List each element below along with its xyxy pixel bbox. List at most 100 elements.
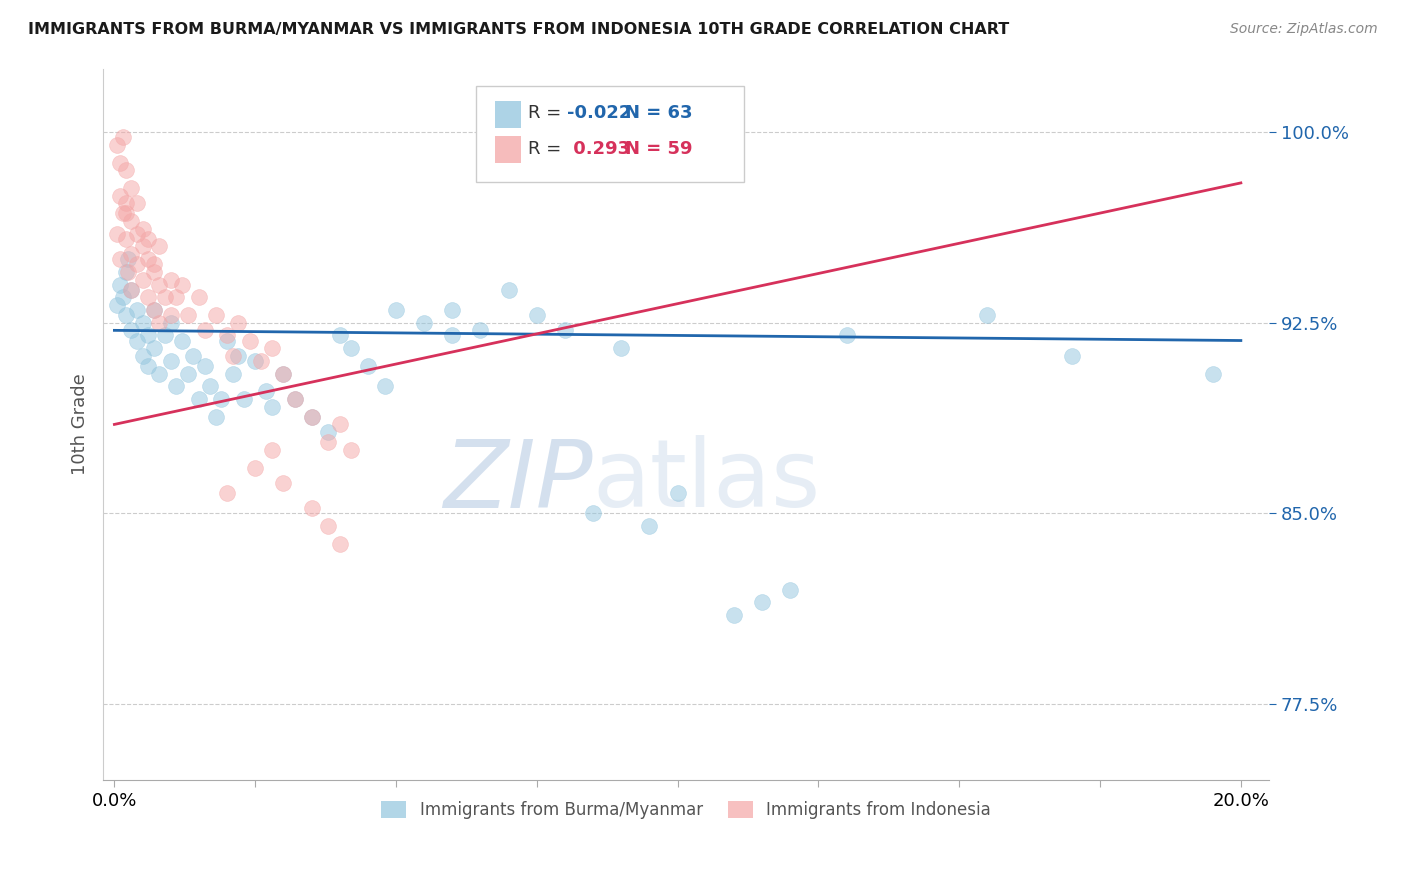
Point bbox=[131, 349, 153, 363]
Point bbox=[318, 425, 340, 439]
Point bbox=[159, 354, 181, 368]
Point bbox=[193, 323, 215, 337]
Point bbox=[1202, 367, 1225, 381]
Point bbox=[120, 283, 142, 297]
Point bbox=[148, 239, 170, 253]
Point bbox=[610, 341, 633, 355]
Point bbox=[125, 303, 148, 318]
Point bbox=[120, 283, 142, 297]
Point bbox=[835, 328, 858, 343]
Point bbox=[148, 367, 170, 381]
Point bbox=[181, 349, 204, 363]
Point bbox=[108, 277, 131, 292]
Point bbox=[318, 519, 340, 533]
Point bbox=[245, 460, 267, 475]
Point bbox=[301, 409, 323, 424]
Point bbox=[131, 316, 153, 330]
Point bbox=[413, 316, 436, 330]
Point bbox=[340, 341, 363, 355]
Text: IMMIGRANTS FROM BURMA/MYANMAR VS IMMIGRANTS FROM INDONESIA 10TH GRADE CORRELATIO: IMMIGRANTS FROM BURMA/MYANMAR VS IMMIGRA… bbox=[28, 22, 1010, 37]
Point bbox=[204, 308, 226, 322]
Point bbox=[111, 290, 134, 304]
Point bbox=[170, 334, 193, 348]
Point bbox=[441, 328, 464, 343]
Point bbox=[226, 316, 249, 330]
Point bbox=[136, 359, 159, 373]
Point bbox=[142, 341, 165, 355]
Point bbox=[187, 290, 209, 304]
Point bbox=[526, 308, 548, 322]
Point bbox=[554, 323, 576, 337]
Point bbox=[105, 298, 128, 312]
Point bbox=[165, 379, 187, 393]
Point bbox=[273, 475, 295, 490]
Text: -0.022: -0.022 bbox=[567, 104, 631, 122]
Point bbox=[284, 392, 307, 406]
Point bbox=[221, 367, 243, 381]
Point bbox=[666, 486, 689, 500]
Point bbox=[301, 501, 323, 516]
Point bbox=[232, 392, 254, 406]
Point bbox=[108, 252, 131, 267]
Point bbox=[256, 384, 278, 399]
Point bbox=[148, 277, 170, 292]
Point bbox=[159, 272, 181, 286]
Text: atlas: atlas bbox=[593, 435, 821, 527]
Point bbox=[245, 354, 267, 368]
Point bbox=[114, 163, 136, 178]
Point bbox=[120, 181, 142, 195]
Point bbox=[159, 308, 181, 322]
Point bbox=[221, 349, 243, 363]
Point bbox=[136, 252, 159, 267]
Text: ZIP: ZIP bbox=[443, 436, 593, 527]
Point bbox=[284, 392, 307, 406]
Point bbox=[187, 392, 209, 406]
Point bbox=[470, 323, 492, 337]
Point bbox=[111, 206, 134, 220]
Point bbox=[262, 442, 284, 457]
Point bbox=[226, 349, 249, 363]
Point bbox=[159, 316, 181, 330]
Point bbox=[638, 519, 661, 533]
FancyBboxPatch shape bbox=[477, 87, 744, 182]
Point bbox=[318, 435, 340, 450]
Point bbox=[117, 252, 139, 267]
Point bbox=[779, 582, 801, 597]
Point bbox=[262, 341, 284, 355]
Point bbox=[273, 367, 295, 381]
Point bbox=[120, 247, 142, 261]
Point bbox=[131, 239, 153, 253]
Text: N = 59: N = 59 bbox=[626, 140, 693, 158]
Point bbox=[357, 359, 380, 373]
Point bbox=[108, 155, 131, 169]
Point bbox=[374, 379, 396, 393]
Point bbox=[170, 277, 193, 292]
Point bbox=[1060, 349, 1083, 363]
Point bbox=[582, 507, 605, 521]
FancyBboxPatch shape bbox=[495, 101, 520, 128]
Point bbox=[498, 283, 520, 297]
Point bbox=[329, 328, 352, 343]
Point bbox=[153, 290, 176, 304]
FancyBboxPatch shape bbox=[495, 136, 520, 163]
Point bbox=[153, 328, 176, 343]
Point bbox=[105, 227, 128, 241]
Point bbox=[441, 303, 464, 318]
Point bbox=[148, 316, 170, 330]
Point bbox=[136, 232, 159, 246]
Point bbox=[751, 595, 773, 609]
Point bbox=[340, 442, 363, 457]
Point bbox=[273, 367, 295, 381]
Point bbox=[250, 354, 273, 368]
Legend: Immigrants from Burma/Myanmar, Immigrants from Indonesia: Immigrants from Burma/Myanmar, Immigrant… bbox=[374, 794, 997, 825]
Point bbox=[136, 328, 159, 343]
Point bbox=[125, 196, 148, 211]
Point bbox=[215, 328, 238, 343]
Point bbox=[142, 265, 165, 279]
Point bbox=[176, 367, 198, 381]
Y-axis label: 10th Grade: 10th Grade bbox=[72, 374, 89, 475]
Point bbox=[329, 537, 352, 551]
Point bbox=[262, 400, 284, 414]
Point bbox=[204, 409, 226, 424]
Point bbox=[114, 206, 136, 220]
